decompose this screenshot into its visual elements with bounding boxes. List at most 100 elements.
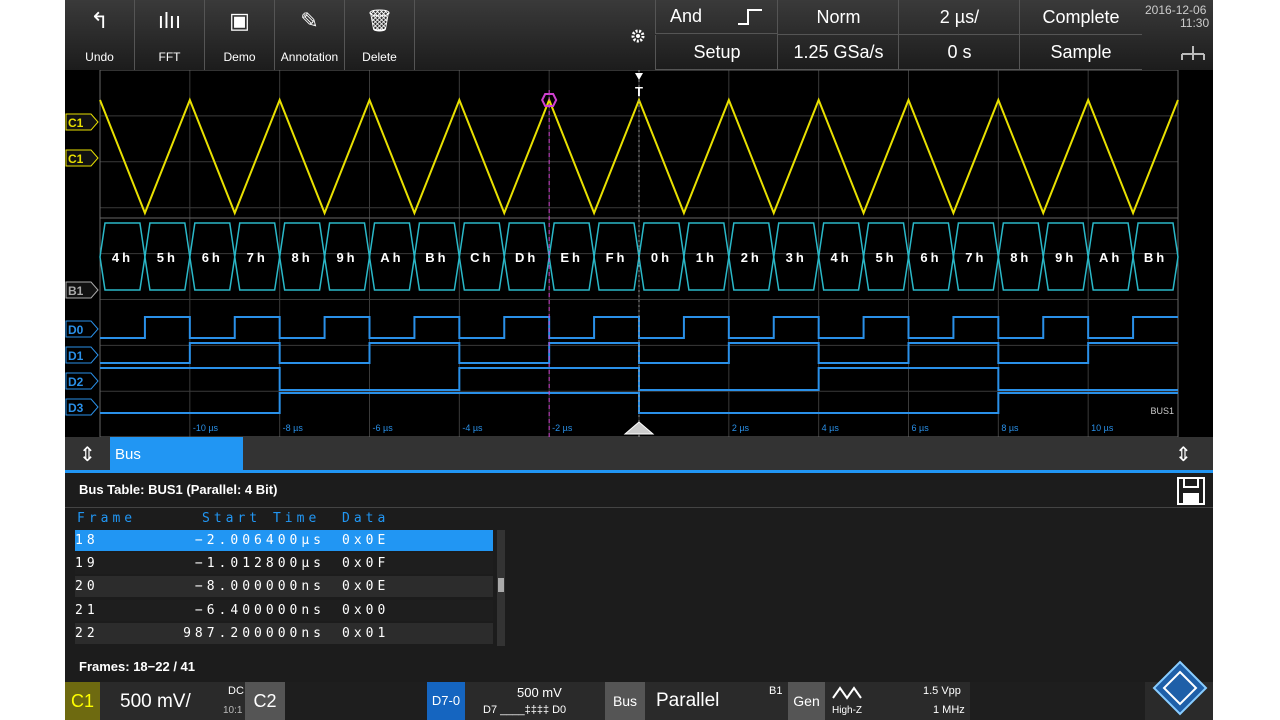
channel-label: D0 <box>68 323 84 337</box>
acq-mode[interactable]: Sample <box>1019 35 1142 70</box>
trigger-label: T <box>635 84 643 99</box>
bus-key[interactable]: Bus <box>605 682 645 720</box>
gen-amplitude: 1.5 Vpp <box>923 685 961 697</box>
logic-box[interactable] <box>465 682 605 720</box>
gen-key[interactable]: Gen <box>788 682 825 720</box>
gen-box[interactable] <box>825 682 970 720</box>
label-tag <box>65 320 99 338</box>
table-cell: 20 <box>75 579 99 595</box>
scroll-thumb[interactable] <box>498 578 504 592</box>
button-label: Annotation <box>280 50 339 64</box>
table-cell: −2.006400µs <box>194 533 325 548</box>
position-text: 0 s <box>947 41 972 62</box>
table-row[interactable] <box>75 530 493 551</box>
tab-scroll-right[interactable]: ⇕ <box>1175 444 1192 466</box>
gen-wave-icon <box>832 686 862 700</box>
bus-value: Eh <box>560 250 583 265</box>
bus-value: 5h <box>875 250 896 265</box>
waveform-area: 4h 5h 6h 7h 8h 9h Ah Bh Ch Dh Eh Fh 0h 1h 2h 3h 4h 5h 6h 7h… <box>65 70 1179 437</box>
digital-trace <box>100 342 1178 364</box>
time-label: -8 µs <box>283 423 304 433</box>
table-cell: −1.012800µs <box>194 556 325 572</box>
button-icon: 🗑 <box>365 8 394 33</box>
bus-value: Ah <box>1099 250 1122 265</box>
table-cell: 0x00 <box>342 602 390 618</box>
logic-key[interactable]: D7-0 <box>427 682 465 720</box>
save-icon[interactable] <box>1176 476 1206 506</box>
trigger-mode[interactable]: Norm <box>777 0 899 35</box>
column-header: Data <box>342 511 390 526</box>
cursor-marker <box>541 93 558 107</box>
bus-value: 6h <box>920 250 941 265</box>
column-header: Frame <box>77 511 137 526</box>
position[interactable]: 0 s <box>898 35 1020 70</box>
setup[interactable]: Setup <box>655 35 778 70</box>
edge-icon <box>738 9 762 25</box>
time-label: -6 µs <box>373 423 394 433</box>
table-cell: −8.000000ns <box>194 579 325 595</box>
time-scale-text: 2 µs/ <box>939 6 980 27</box>
bus-box[interactable] <box>645 682 788 720</box>
bus-value: 6h <box>202 250 223 265</box>
toolbar-button[interactable]: 🗑 Delete <box>345 0 415 70</box>
time-label: 8 µs <box>1001 423 1019 433</box>
trigger-logic[interactable]: And <box>655 0 777 34</box>
tab-bar <box>65 437 1213 470</box>
table-title: Bus Table: BUS1 (Parallel: 4 Bit) <box>79 482 278 497</box>
gen-load: High-Z <box>832 705 863 716</box>
column-header: Start Time <box>202 511 321 526</box>
logo[interactable] <box>1150 658 1210 718</box>
time-label: -4 µs <box>462 423 483 433</box>
bus-value: Ah <box>380 250 403 265</box>
button-label: FFT <box>158 50 181 64</box>
digital-trace <box>100 392 1178 414</box>
toolbar-button[interactable]: ılıı FFT <box>135 0 205 70</box>
c1-box[interactable] <box>100 682 245 720</box>
table-cell: 987.200000ns <box>183 625 325 641</box>
sample-rate-text: 1.25 GSa/s <box>793 41 884 62</box>
channel-label: B1 <box>68 284 84 298</box>
bus-value: 7h <box>247 250 268 265</box>
time-scale[interactable]: 2 µs/ <box>898 0 1020 35</box>
separator <box>65 507 1213 508</box>
table-cell: 22 <box>75 625 99 641</box>
acquisition[interactable]: Complete <box>1019 0 1142 35</box>
tab-scroll[interactable]: ⇕ <box>79 444 96 466</box>
toolbar: And Norm 2 µs/ Complete Setup 1.25 GSa/s… <box>65 0 1213 70</box>
bus-value: 0h <box>651 250 672 265</box>
setup-text: Setup <box>693 41 741 62</box>
scope-screen: And Norm 2 µs/ Complete Setup 1.25 GSa/s… <box>65 0 1213 720</box>
toolbar-button[interactable]: ↰ Undo <box>65 0 135 70</box>
table-row[interactable] <box>75 599 493 621</box>
tab-underline <box>65 470 1213 473</box>
bus-label: BUS1 <box>1150 406 1174 416</box>
table-cell: 0x0E <box>342 533 390 548</box>
table-cell: 18 <box>75 533 99 548</box>
channel-label: C1 <box>68 116 84 130</box>
channel-label: D2 <box>68 375 84 389</box>
sample-rate[interactable]: 1.25 GSa/s <box>777 35 899 70</box>
table-row[interactable] <box>75 576 493 598</box>
toolbar-button[interactable]: ✎ Annotation <box>275 0 345 70</box>
bus-tab[interactable]: Bus <box>110 437 243 470</box>
settings-icon[interactable] <box>628 26 648 46</box>
bus-value: Bh <box>1144 250 1167 265</box>
c1-key[interactable]: C1 <box>65 682 100 720</box>
label-tag <box>65 398 99 416</box>
acq-mode-text: Sample <box>1050 41 1112 62</box>
bus-value: Dh <box>515 250 538 265</box>
table-row[interactable] <box>75 553 493 575</box>
gen-frequency: 1 MHz <box>933 704 965 716</box>
digital-trace <box>100 316 1178 339</box>
digital-trace <box>100 367 1178 391</box>
label-tag <box>65 281 99 299</box>
bus-type: Parallel <box>656 690 720 711</box>
time-label: 2 µs <box>732 423 750 433</box>
bottom-bar: C1 500 mV/ DC 10:1 C2 D7-0 500 mV D7 ___… <box>65 682 1213 720</box>
button-icon: ▣ <box>229 8 250 33</box>
table-cell: −6.400000ns <box>194 602 325 618</box>
table-row[interactable] <box>75 622 493 644</box>
toolbar-button[interactable]: ▣ Demo <box>205 0 275 70</box>
c2-key[interactable]: C2 <box>245 682 285 720</box>
